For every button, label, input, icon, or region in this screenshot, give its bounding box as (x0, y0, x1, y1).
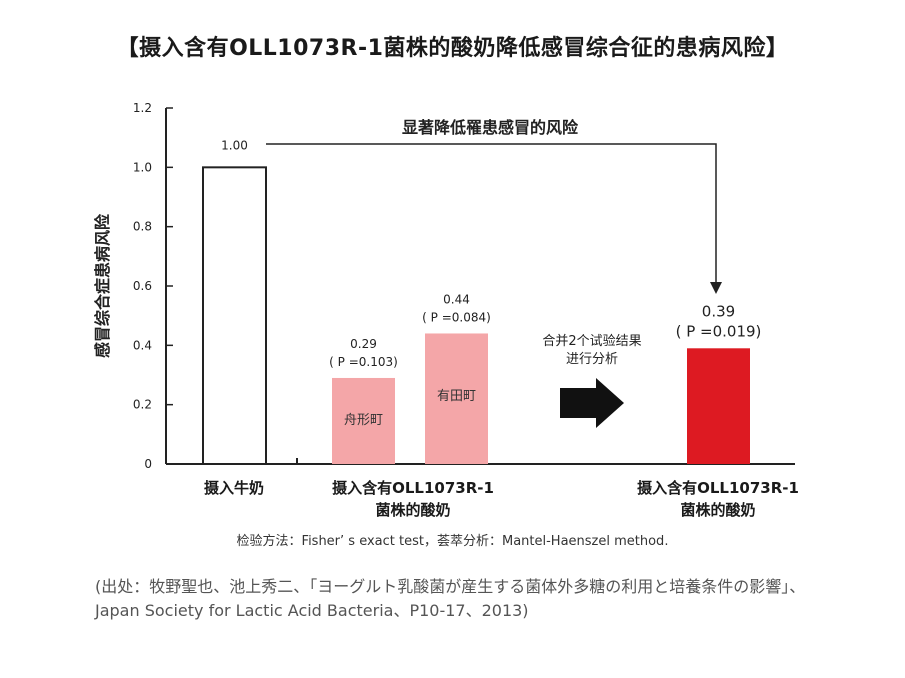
bar-inner-label: 舟形町 (344, 413, 383, 428)
bar-value-label: 1.00 (221, 138, 248, 152)
bar (332, 377, 395, 464)
method-note: 检验方法：Fisher’ s exact test，荟萃分析：Mantel-Ha… (236, 534, 669, 549)
y-tick-label: 0.4 (133, 338, 152, 352)
combine-arrow-icon (560, 378, 624, 428)
y-tick-label: 1.0 (133, 160, 152, 174)
y-tick-label: 0.2 (133, 398, 152, 412)
y-tick-label: 1.2 (133, 101, 152, 115)
bar-value-label: 0.29 (350, 337, 377, 351)
bar-inner-label: 有田町 (437, 389, 476, 404)
y-axis-label: 感冒综合症患病风险 (93, 213, 112, 358)
bar-p-label: ( P =0.084) (422, 310, 491, 324)
bar-p-label: ( P =0.103) (329, 355, 398, 369)
bar (687, 348, 750, 464)
bar (202, 166, 267, 465)
significance-bracket-line (266, 143, 717, 290)
x-group-label: 摄入含有OLL1073R-1 (637, 479, 799, 497)
page-title: 【摄入含有OLL1073R-1菌株的酸奶降低感冒综合征的患病风险】 (116, 36, 789, 61)
significance-label: 显著降低罹患感冒的风险 (402, 118, 579, 137)
y-tick-label: 0.6 (133, 279, 152, 293)
bar (425, 333, 488, 464)
bar-value-label: 0.39 (702, 302, 735, 320)
y-tick-label: 0 (144, 457, 152, 471)
x-group-label: 菌株的酸奶 (680, 501, 755, 519)
x-group-label: 摄入含有OLL1073R-1 (332, 479, 494, 497)
y-tick-label: 0.8 (133, 220, 152, 234)
bar-value-label: 0.44 (443, 292, 470, 306)
x-group-label: 摄入牛奶 (204, 479, 264, 497)
combine-label: 合并2个试验结果 (542, 333, 641, 349)
combine-label: 进行分析 (566, 352, 618, 367)
x-group-label: 菌株的酸奶 (375, 501, 450, 519)
risk-bar-chart: 0 0.2 0.4 0.6 0.8 1.0 1.2 感冒综合症患病风险 1.00 ( P =0.1… (93, 101, 799, 519)
significance-arrow-head (710, 282, 722, 294)
source-note: (出处：牧野聖也、池上秀二、「ヨーグルト乳酸菌が産生する菌体外多糖の利用と培養条… (95, 577, 806, 620)
bar-p-label: ( P =0.019) (676, 322, 762, 340)
